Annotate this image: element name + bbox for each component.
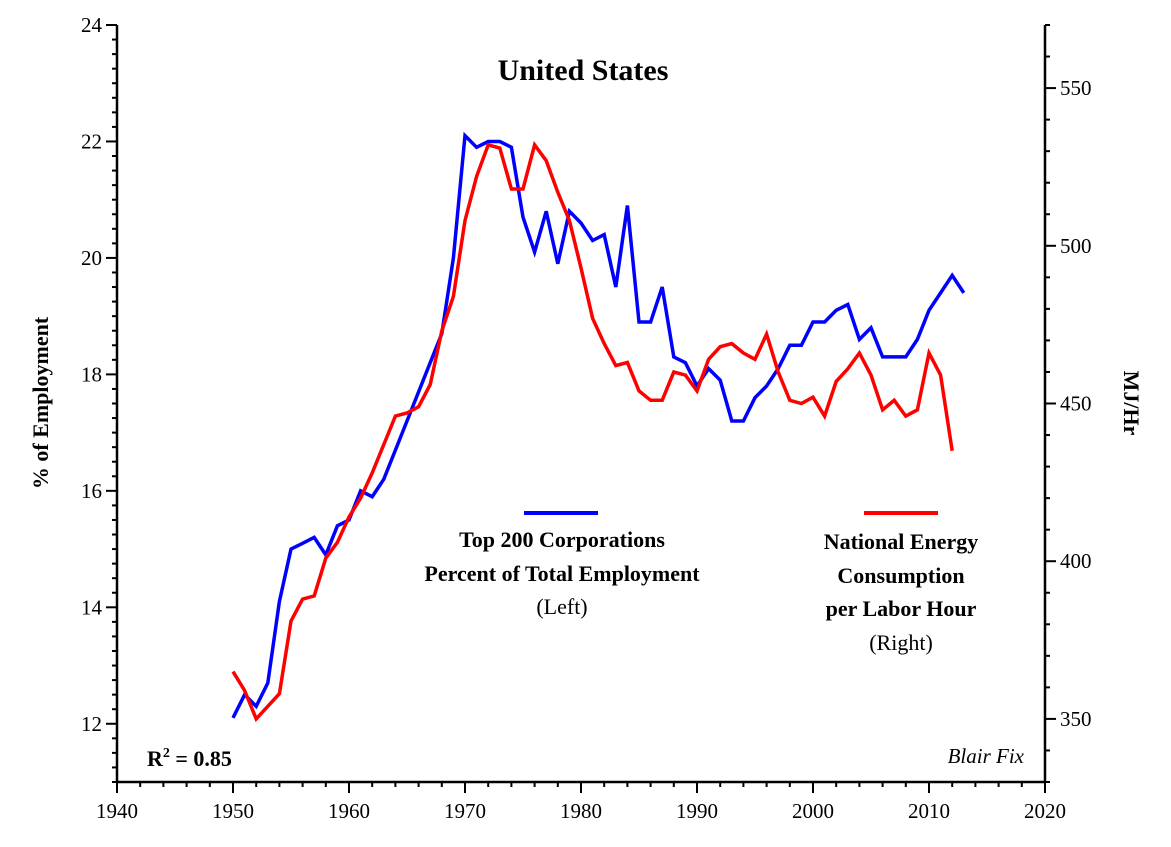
y-right-tick-label: 350 bbox=[1060, 707, 1092, 731]
legend-label-energy-line3: per Labor Hour bbox=[826, 596, 977, 621]
y-left-tick-label: 22 bbox=[81, 129, 102, 153]
legend-label-top200-line1: Top 200 Corporations bbox=[459, 527, 665, 552]
r-squared-annotation: R2 = 0.85 bbox=[147, 746, 232, 771]
left-axis-ticks: 12 14 16 18 20 22 24 bbox=[81, 13, 117, 783]
y-left-tick-label: 20 bbox=[81, 246, 102, 270]
chart-title: United States bbox=[498, 54, 669, 87]
x-tick-label: 1990 bbox=[676, 799, 718, 823]
credit-annotation: Blair Fix bbox=[948, 744, 1025, 768]
y-right-tick-label: 500 bbox=[1060, 234, 1092, 258]
legend-label-energy-line1: National Energy bbox=[824, 529, 979, 554]
legend-label-energy-line4: (Right) bbox=[869, 630, 933, 655]
y-left-tick-label: 14 bbox=[81, 595, 103, 619]
y-right-tick-label: 400 bbox=[1060, 549, 1092, 573]
y-right-axis-label: MJ/Hr bbox=[1119, 371, 1144, 436]
y-left-tick-label: 18 bbox=[81, 362, 102, 386]
y-right-tick-label: 550 bbox=[1060, 76, 1092, 100]
x-tick-label: 2000 bbox=[792, 799, 834, 823]
series-line-top200-corporations bbox=[231, 131, 966, 719]
x-tick-label: 1980 bbox=[560, 799, 602, 823]
legend-label-energy-line2: Consumption bbox=[837, 563, 964, 588]
legend-label-top200-line3: (Left) bbox=[536, 594, 587, 619]
y-left-tick-label: 24 bbox=[81, 13, 103, 37]
series-line-energy-per-labor-hour bbox=[231, 140, 954, 723]
y-left-axis-label: % of Employment bbox=[28, 316, 53, 489]
x-tick-label: 1940 bbox=[96, 799, 138, 823]
x-tick-label: 2020 bbox=[1024, 799, 1066, 823]
y-left-tick-label: 16 bbox=[81, 479, 102, 503]
x-tick-label: 2010 bbox=[908, 799, 950, 823]
legend-label-top200-line2: Percent of Total Employment bbox=[424, 561, 700, 586]
x-axis-ticks: 1940 1950 1960 1970 1980 1990 2000 2010 2020 bbox=[96, 782, 1066, 823]
x-tick-label: 1970 bbox=[444, 799, 486, 823]
y-left-tick-label: 12 bbox=[81, 712, 102, 736]
x-tick-label: 1960 bbox=[328, 799, 370, 823]
x-tick-label: 1950 bbox=[212, 799, 254, 823]
y-right-tick-label: 450 bbox=[1060, 392, 1092, 416]
right-axis-ticks: 350 400 450 500 550 bbox=[1045, 24, 1092, 783]
